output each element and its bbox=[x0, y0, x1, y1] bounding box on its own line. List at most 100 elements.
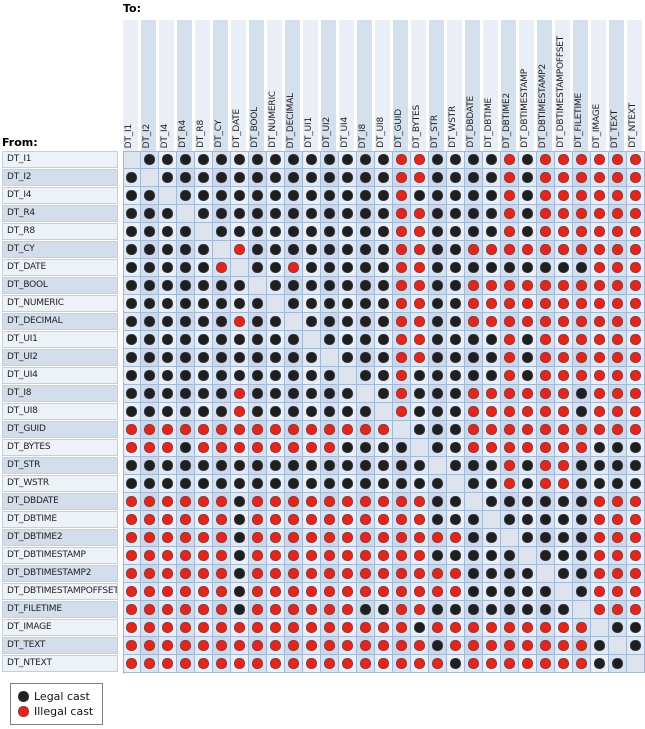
cell-DT_DBDATE-to-DT_NUMERIC bbox=[267, 493, 285, 511]
legal-cast-dot bbox=[414, 370, 425, 381]
illegal-cast-dot bbox=[414, 550, 425, 561]
legal-cast-dot bbox=[540, 586, 551, 597]
illegal-cast-dot bbox=[126, 550, 137, 561]
cell-DT_DBTIME2-to-DT_NTEXT bbox=[627, 529, 645, 547]
cell-DT_UI4-to-DT_TEXT bbox=[609, 367, 627, 385]
cell-DT_I2-to-DT_NUMERIC bbox=[267, 169, 285, 187]
cell-DT_I2-to-DT_DBTIMESTAMP2 bbox=[537, 169, 555, 187]
cell-DT_R8-to-DT_I2 bbox=[141, 223, 159, 241]
legal-cast-dot bbox=[252, 460, 263, 471]
col-header-text: DT_R4 bbox=[178, 120, 188, 148]
cell-DT_I8-to-DT_DBTIMESTAMP2 bbox=[537, 385, 555, 403]
cell-DT_UI8-to-DT_STR bbox=[429, 403, 447, 421]
illegal-cast-dot bbox=[576, 298, 587, 309]
cell-DT_WSTR-to-DT_UI1 bbox=[303, 475, 321, 493]
cell-DT_DBTIMESTAMP2-to-DT_DBDATE bbox=[465, 565, 483, 583]
cell-DT_CY-to-DT_FILETIME bbox=[573, 241, 591, 259]
cell-DT_R4-to-DT_DBTIMESTAMP bbox=[519, 205, 537, 223]
cell-DT_DECIMAL-to-DT_BYTES bbox=[411, 313, 429, 331]
illegal-cast-dot bbox=[144, 514, 155, 525]
cell-DT_TEXT-to-DT_TEXT bbox=[609, 637, 627, 655]
cell-DT_DBTIMESTAMP-to-DT_I4 bbox=[159, 547, 177, 565]
cell-DT_IMAGE-to-DT_DBDATE bbox=[465, 619, 483, 637]
cell-DT_I4-to-DT_UI1 bbox=[303, 187, 321, 205]
cell-DT_I8-to-DT_DECIMAL bbox=[285, 385, 303, 403]
cell-DT_UI1-to-DT_TEXT bbox=[609, 331, 627, 349]
illegal-cast-dot bbox=[288, 568, 299, 579]
cell-DT_FILETIME-to-DT_DBTIMESTAMP bbox=[519, 601, 537, 619]
row-label-DT_GUID: DT_GUID bbox=[2, 421, 118, 438]
col-header-text: DT_I4 bbox=[160, 123, 170, 148]
cell-DT_I2-to-DT_DBTIMESTAMPOFFSET bbox=[555, 169, 573, 187]
illegal-cast-dot bbox=[558, 658, 569, 669]
illegal-cast-dot bbox=[504, 478, 515, 489]
legal-cast-dot bbox=[234, 154, 245, 165]
cell-DT_NTEXT-to-DT_UI8 bbox=[375, 655, 393, 673]
illegal-cast-dot bbox=[594, 244, 605, 255]
cell-DT_FILETIME-to-DT_TEXT bbox=[609, 601, 627, 619]
illegal-cast-dot bbox=[342, 532, 353, 543]
legal-cast-dot bbox=[306, 208, 317, 219]
cell-DT_DBTIME2-to-DT_DATE bbox=[231, 529, 249, 547]
legal-cast-dot bbox=[234, 334, 245, 345]
cell-DT_IMAGE-to-DT_STR bbox=[429, 619, 447, 637]
cell-DT_I4-to-DT_R8 bbox=[195, 187, 213, 205]
legend-label-illegal: Illegal cast bbox=[34, 705, 94, 718]
illegal-cast-dot bbox=[540, 442, 551, 453]
cell-DT_I2-to-DT_I1 bbox=[123, 169, 141, 187]
cell-DT_BOOL-to-DT_UI4 bbox=[339, 277, 357, 295]
legal-cast-dot bbox=[414, 190, 425, 201]
illegal-cast-dot bbox=[360, 550, 371, 561]
legal-cast-dot bbox=[18, 691, 29, 702]
cell-DT_WSTR-to-DT_DBTIME bbox=[483, 475, 501, 493]
illegal-cast-dot bbox=[144, 532, 155, 543]
cell-DT_DBTIME-to-DT_NUMERIC bbox=[267, 511, 285, 529]
col-header-DT_DBTIME2: DT_DBTIME2 bbox=[501, 20, 519, 151]
legal-cast-dot bbox=[288, 352, 299, 363]
illegal-cast-dot bbox=[360, 514, 371, 525]
cell-DT_DATE-to-DT_UI2 bbox=[321, 259, 339, 277]
cell-DT_NUMERIC-to-DT_UI2 bbox=[321, 295, 339, 313]
illegal-cast-dot bbox=[414, 280, 425, 291]
cell-DT_UI8-to-DT_NUMERIC bbox=[267, 403, 285, 421]
illegal-cast-dot bbox=[522, 658, 533, 669]
cell-DT_DBTIMESTAMP-to-DT_DBTIMESTAMP2 bbox=[537, 547, 555, 565]
legal-cast-dot bbox=[468, 334, 479, 345]
legal-cast-dot bbox=[144, 460, 155, 471]
cell-DT_UI4-to-DT_UI4 bbox=[339, 367, 357, 385]
cell-DT_TEXT-to-DT_DECIMAL bbox=[285, 637, 303, 655]
cell-DT_GUID-to-DT_DBDATE bbox=[465, 421, 483, 439]
cell-DT_DBTIME-to-DT_TEXT bbox=[609, 511, 627, 529]
legal-cast-dot bbox=[612, 478, 623, 489]
cell-DT_IMAGE-to-DT_UI2 bbox=[321, 619, 339, 637]
cell-DT_I1-to-DT_STR bbox=[429, 151, 447, 169]
cell-DT_CY-to-DT_NUMERIC bbox=[267, 241, 285, 259]
legal-cast-dot bbox=[342, 154, 353, 165]
cell-DT_DBTIME2-to-DT_NUMERIC bbox=[267, 529, 285, 547]
legal-cast-dot bbox=[378, 172, 389, 183]
cell-DT_DBTIMESTAMPOFFSET-to-DT_BOOL bbox=[249, 583, 267, 601]
cell-DT_NUMERIC-to-DT_GUID bbox=[393, 295, 411, 313]
cell-DT_I2-to-DT_DATE bbox=[231, 169, 249, 187]
illegal-cast-dot bbox=[612, 190, 623, 201]
cell-DT_I2-to-DT_TEXT bbox=[609, 169, 627, 187]
cell-DT_DBTIME2-to-DT_DECIMAL bbox=[285, 529, 303, 547]
cell-DT_IMAGE-to-DT_BOOL bbox=[249, 619, 267, 637]
cell-DT_UI2-to-DT_DBTIME2 bbox=[501, 349, 519, 367]
illegal-cast-dot bbox=[576, 244, 587, 255]
cell-DT_WSTR-to-DT_CY bbox=[213, 475, 231, 493]
cell-DT_STR-to-DT_UI1 bbox=[303, 457, 321, 475]
cell-DT_UI8-to-DT_I1 bbox=[123, 403, 141, 421]
cell-DT_DATE-to-DT_UI1 bbox=[303, 259, 321, 277]
cell-DT_R4-to-DT_DATE bbox=[231, 205, 249, 223]
cell-DT_STR-to-DT_I4 bbox=[159, 457, 177, 475]
illegal-cast-dot bbox=[324, 424, 335, 435]
cell-DT_TEXT-to-DT_DBDATE bbox=[465, 637, 483, 655]
cell-DT_DBTIMESTAMPOFFSET-to-DT_I4 bbox=[159, 583, 177, 601]
illegal-cast-dot bbox=[540, 622, 551, 633]
cell-DT_IMAGE-to-DT_DBTIMESTAMP2 bbox=[537, 619, 555, 637]
illegal-cast-dot bbox=[216, 640, 227, 651]
illegal-cast-dot bbox=[414, 172, 425, 183]
cell-DT_DBTIMESTAMP-to-DT_DBDATE bbox=[465, 547, 483, 565]
cell-DT_DATE-to-DT_CY bbox=[213, 259, 231, 277]
